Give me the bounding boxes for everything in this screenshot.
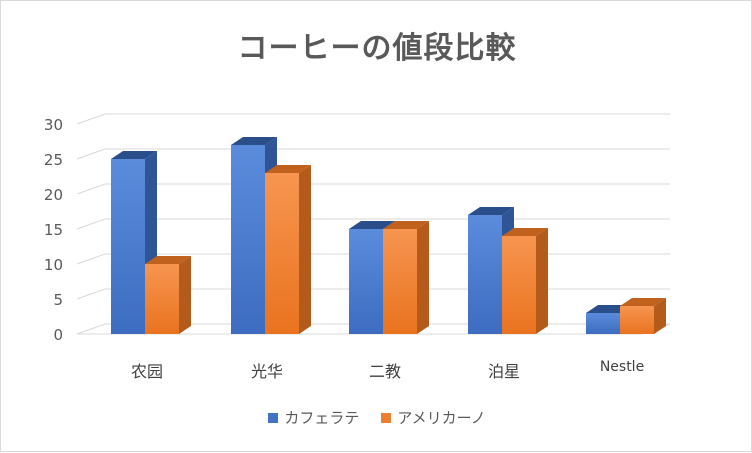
bar-1-4	[620, 298, 666, 334]
legend-swatch-series-1	[381, 412, 392, 423]
legend: カフェラテ アメリカーノ	[1, 407, 752, 428]
x-tick-label-1: 光华	[251, 362, 283, 381]
legend-label-series-1: アメリカーノ	[397, 409, 486, 427]
y-tick-label-0: 0	[53, 326, 63, 344]
gridline-20	[76, 183, 670, 195]
y-tick-label-10: 10	[44, 256, 63, 274]
legend-swatch-series-0	[268, 412, 279, 423]
gridline-30	[76, 113, 670, 125]
legend-item-series-1: アメリカーノ	[381, 407, 486, 428]
gridline-25	[76, 148, 670, 160]
x-tick-label-3: 泊星	[488, 362, 520, 381]
x-tick-label-4: Nestle	[600, 359, 644, 375]
legend-label-series-0: カフェラテ	[284, 409, 360, 427]
bar-1-2	[383, 221, 429, 334]
y-tick-label-20: 20	[44, 186, 63, 204]
bar-1-3	[502, 228, 548, 334]
x-tick-label-0: 农园	[131, 362, 163, 381]
y-tick-label-30: 30	[44, 116, 63, 134]
legend-item-series-0: カフェラテ	[268, 407, 359, 428]
bar-1-0	[145, 256, 191, 334]
x-tick-label-2: 二教	[369, 362, 401, 381]
y-tick-label-15: 15	[44, 221, 63, 239]
bar-1-1	[265, 165, 311, 334]
y-tick-label-5: 5	[53, 291, 63, 309]
chart-title: コーヒーの値段比較	[237, 31, 517, 66]
y-tick-label-25: 25	[44, 151, 63, 169]
